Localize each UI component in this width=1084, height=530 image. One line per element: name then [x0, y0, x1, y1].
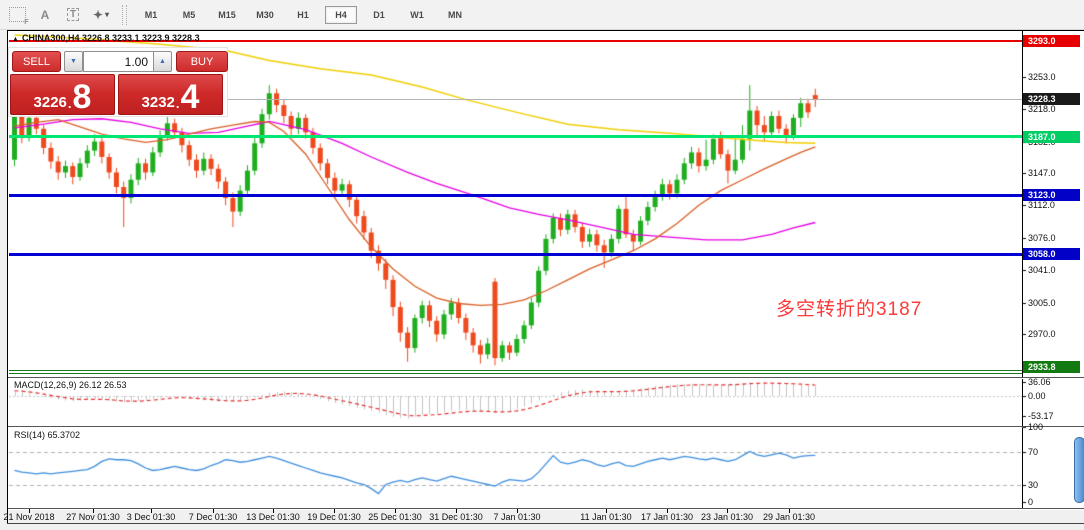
price-badge-3058.0: 3058.0 [1023, 248, 1080, 260]
x-axis-tick [151, 509, 152, 513]
x-axis-tick [334, 509, 335, 513]
y-axis-label: 3041.0 [1028, 264, 1056, 275]
x-axis-tick [789, 509, 790, 513]
x-axis-tick [93, 509, 94, 513]
scrollbar-thumb[interactable] [1074, 437, 1084, 503]
chart-marker-icon: ▲ [12, 36, 19, 43]
resistance-line-3293[interactable] [9, 40, 1022, 42]
y-axis-label: 3147.0 [1028, 168, 1056, 179]
x-axis-label: 7 Jan 01:30 [493, 512, 541, 522]
y-axis-label: 3253.0 [1028, 71, 1056, 82]
x-axis-tick [456, 509, 457, 513]
x-axis-tick [273, 509, 274, 513]
y-axis-label: 3005.0 [1028, 297, 1056, 308]
support-line-3058[interactable] [9, 253, 1022, 256]
y-axis-label: 70 [1028, 446, 1039, 457]
x-axis-label: 13 Dec 01:30 [246, 512, 300, 522]
y-axis-label: 30 [1028, 479, 1039, 490]
y-axis-label: 0.00 [1028, 391, 1046, 401]
x-axis-label: 27 Nov 01:30 [66, 512, 120, 522]
macd-label: MACD(12,26,9) 26.12 26.53 [14, 380, 127, 390]
y-axis-label: 3076.0 [1028, 232, 1056, 243]
x-axis-tick [395, 509, 396, 513]
buy-price-fraction: 4 [180, 78, 200, 116]
sell-price-main: 3226 [33, 94, 67, 111]
y-axis-label: -53.17 [1028, 410, 1054, 421]
x-axis-tick [29, 509, 30, 513]
x-axis-label: 7 Dec 01:30 [188, 512, 238, 522]
y-axis-label: 0 [1028, 497, 1034, 507]
sell-price-button[interactable]: 3226 . 8 [10, 74, 115, 115]
support-line-2933[interactable] [9, 373, 1022, 374]
sell-price-fraction: 8 [72, 78, 92, 116]
volume-decrease-button[interactable]: ▼ [64, 51, 83, 72]
x-axis-label: 31 Dec 01:30 [429, 512, 483, 522]
buy-price-main: 3232 [141, 94, 175, 111]
volume-input[interactable]: 1.00 [83, 51, 153, 72]
price-badge-2933.8: 2933.8 [1023, 361, 1080, 373]
buy-button[interactable]: BUY [176, 51, 228, 72]
price-badge-3187.0: 3187.0 [1023, 131, 1080, 143]
x-axis-tick [727, 509, 728, 513]
y-axis-label: 100 [1028, 421, 1044, 432]
x-axis-label: 3 Dec 01:30 [126, 512, 176, 522]
support-line-2933[interactable] [9, 370, 1022, 371]
x-axis-label: 19 Dec 01:30 [307, 512, 361, 522]
sell-button[interactable]: SELL [12, 51, 61, 72]
x-axis-label: 17 Jan 01:30 [640, 512, 694, 522]
y-axis-label: 3218.0 [1028, 103, 1056, 114]
x-axis-tick [667, 509, 668, 513]
current-price-line[interactable] [9, 99, 1022, 100]
x-axis-label: 29 Jan 01:30 [762, 512, 816, 522]
x-axis-label: 21 Nov 2018 [3, 512, 55, 522]
one-click-trading-panel: SELL ▼ 1.00 ▲ BUY 3226 . 8 3232 . 4 [8, 47, 228, 117]
x-axis-tick [517, 509, 518, 513]
support-line-3123[interactable] [9, 194, 1022, 197]
x-axis-label: 11 Jan 01:30 [580, 512, 632, 522]
y-axis-label: 3112.0 [1028, 200, 1055, 211]
price-badge-3228.3: 3228.3 [1023, 93, 1080, 105]
price-badge-3293.0: 3293.0 [1023, 35, 1080, 47]
pivot-line-3187[interactable] [9, 135, 1022, 138]
chart-annotation-text: 多空转折的3187 [776, 299, 923, 320]
x-axis-tick [213, 509, 214, 513]
x-axis-tick [606, 509, 607, 513]
price-badge-3123.0: 3123.0 [1023, 189, 1080, 201]
x-axis-label: 23 Jan 01:30 [700, 512, 754, 522]
buy-price-button[interactable]: 3232 . 4 [118, 74, 223, 115]
chart-title: ▲ CHINA300,H4 3226.8 3233.1 3223.9 3228.3 [12, 33, 200, 43]
x-axis-label: 25 Dec 01:30 [368, 512, 422, 522]
rsi-label: RSI(14) 65.3702 [14, 430, 81, 440]
y-axis-label: 36.06 [1028, 377, 1051, 388]
volume-increase-button[interactable]: ▲ [153, 51, 172, 72]
y-axis-label: 2970.0 [1028, 329, 1056, 340]
